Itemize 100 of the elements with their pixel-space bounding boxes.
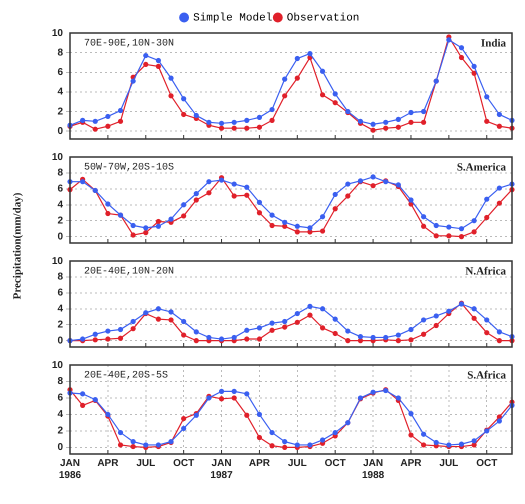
point (232, 395, 237, 401)
point (282, 439, 288, 444)
point (434, 222, 439, 228)
point (282, 220, 288, 225)
y-axis-title: Precipitation(mm/day) (11, 192, 24, 300)
point (307, 312, 313, 318)
point (370, 128, 376, 133)
point (345, 193, 350, 199)
point (421, 214, 426, 220)
point (496, 200, 502, 206)
x-tick-label: OCT (476, 458, 498, 469)
point (244, 336, 250, 342)
point (92, 337, 98, 342)
point (421, 224, 426, 229)
point (218, 120, 224, 126)
point (181, 213, 186, 219)
x-tick-label: APR (97, 458, 120, 469)
y-tick-label: 10 (52, 28, 64, 39)
point (168, 317, 174, 323)
point (472, 218, 477, 224)
point (118, 430, 124, 436)
point (130, 439, 136, 444)
point (396, 332, 401, 338)
point (156, 316, 161, 322)
y-tick-label: 6 (57, 288, 64, 299)
legend-label: Simple Model (193, 12, 272, 24)
y-tick-label: 4 (57, 200, 64, 211)
point (458, 442, 464, 447)
point (269, 328, 275, 333)
point (294, 320, 300, 325)
y-tick-label: 0 (57, 231, 64, 242)
point (118, 336, 124, 341)
point (130, 326, 136, 332)
point (421, 317, 426, 323)
point (143, 52, 148, 58)
point (118, 326, 124, 332)
point (244, 184, 250, 190)
point (307, 304, 313, 309)
point (370, 183, 376, 188)
point (218, 388, 224, 394)
y-tick-label: 2 (57, 215, 64, 226)
point (256, 412, 262, 418)
point (282, 76, 288, 82)
point (143, 230, 148, 236)
annotation: S.Africa (467, 369, 506, 382)
point (118, 442, 124, 448)
point (434, 313, 439, 319)
point (484, 94, 490, 100)
point (168, 76, 174, 81)
y-tick-label: 2 (57, 106, 64, 118)
x-tick-label: JAN 1988 (362, 458, 385, 481)
point (232, 120, 237, 125)
point (181, 416, 186, 422)
y-tick-label: 0 (57, 442, 64, 454)
point (206, 334, 212, 340)
point (484, 118, 490, 124)
point (320, 92, 326, 98)
point (408, 120, 414, 125)
point (294, 76, 300, 81)
y-tick-label: 8 (57, 272, 64, 283)
point (307, 51, 313, 56)
point (484, 196, 490, 202)
point (282, 93, 288, 98)
annotation: 20E-40E,20S-5S (84, 370, 168, 382)
point (458, 45, 464, 50)
point (181, 332, 186, 338)
point (256, 114, 262, 120)
point (168, 93, 174, 98)
x-tick-label: JUL (136, 458, 156, 469)
point (232, 334, 237, 340)
point (206, 120, 212, 125)
point (472, 64, 477, 69)
x-tick-label: OCT (173, 458, 194, 469)
point (232, 181, 237, 187)
point (332, 91, 338, 96)
point (307, 225, 313, 230)
point (244, 118, 250, 123)
point (156, 64, 161, 69)
point (92, 118, 98, 124)
point (130, 318, 136, 324)
point (294, 224, 300, 229)
point (408, 411, 414, 416)
point (421, 120, 426, 125)
point (396, 338, 401, 344)
point (244, 192, 250, 198)
point (80, 391, 86, 396)
point (484, 214, 490, 220)
point (496, 418, 502, 424)
point (269, 222, 275, 228)
point (232, 193, 237, 199)
point (383, 334, 388, 340)
annotation: S.America (456, 161, 506, 174)
point (256, 200, 262, 205)
point (370, 122, 376, 127)
x-tick-label: JAN 1987 (210, 458, 234, 481)
point (105, 328, 110, 334)
point (332, 316, 338, 322)
point (156, 58, 161, 64)
annotation: 70E-90E,10N-30N (84, 38, 174, 50)
point (294, 229, 300, 234)
